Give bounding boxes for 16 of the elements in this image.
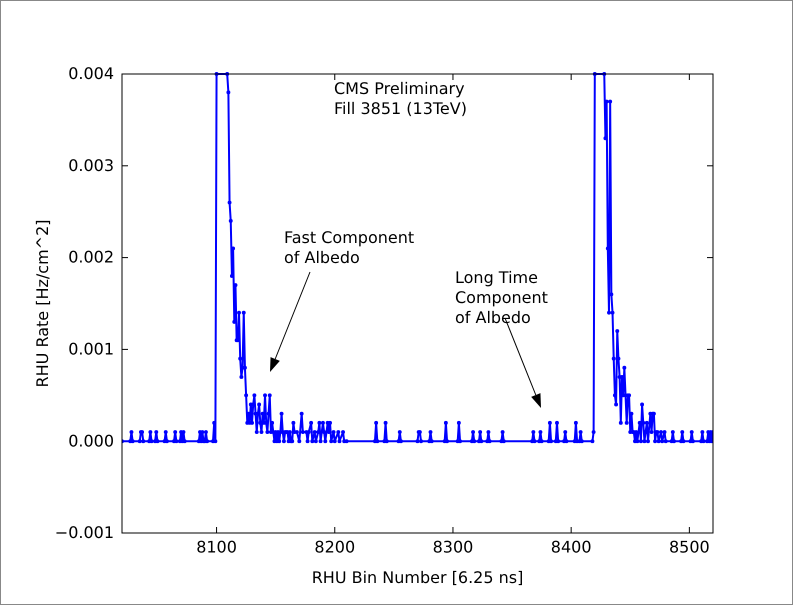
y-tick-label: 0.000 xyxy=(68,431,114,450)
x-tick-label: 8100 xyxy=(196,537,237,556)
y-tick-label: −0.001 xyxy=(54,523,114,542)
annotation: Fast Component of Albedo xyxy=(284,228,414,267)
y-axis-title: RHU Rate [Hz/cm^2] xyxy=(33,220,52,388)
x-axis-title: RHU Bin Number [6.25 ns] xyxy=(312,568,524,587)
y-tick-label: 0.004 xyxy=(68,64,114,84)
annotation: CMS Preliminary Fill 3851 (13TeV) xyxy=(334,79,467,118)
x-tick-label: 8500 xyxy=(669,537,710,556)
y-tick-label: 0.003 xyxy=(68,156,114,175)
y-tick-label: 0.002 xyxy=(68,248,114,267)
annotation: Long Time Component of Albedo xyxy=(455,268,548,327)
y-tick-label: 0.001 xyxy=(68,340,114,359)
x-tick-label: 8400 xyxy=(550,537,592,556)
x-tick-label: 8200 xyxy=(314,537,356,556)
x-tick-label: 8300 xyxy=(432,537,474,556)
